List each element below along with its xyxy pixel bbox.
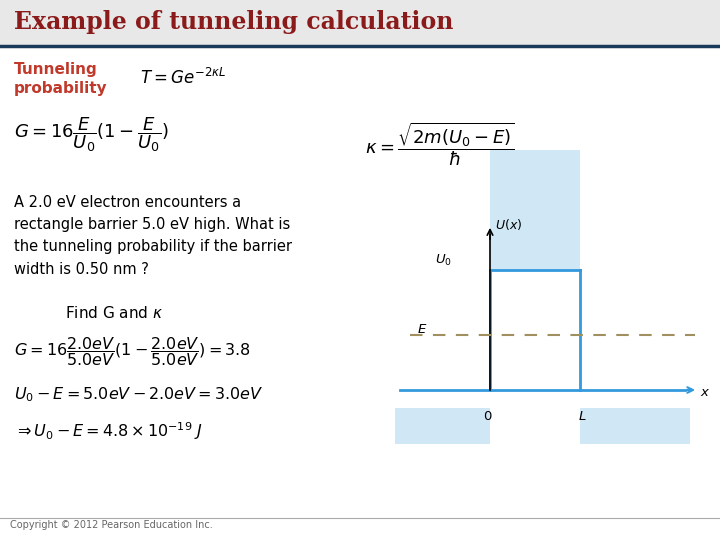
FancyBboxPatch shape — [0, 0, 720, 45]
Text: $\Rightarrow U_0 - E = 4.8 \times 10^{-19}\ J$: $\Rightarrow U_0 - E = 4.8 \times 10^{-1… — [14, 420, 203, 442]
Bar — [580, 408, 690, 444]
Text: Find G and $\kappa$: Find G and $\kappa$ — [65, 305, 163, 321]
Text: $U_0 - E = 5.0eV - 2.0eV = 3.0eV$: $U_0 - E = 5.0eV - 2.0eV = 3.0eV$ — [14, 385, 264, 404]
Text: $\kappa = \dfrac{\sqrt{2m(U_0 - E)}}{\hbar}$: $\kappa = \dfrac{\sqrt{2m(U_0 - E)}}{\hb… — [365, 120, 515, 168]
Text: $0$: $0$ — [483, 410, 492, 423]
Text: $T = Ge^{-2\kappa L}$: $T = Ge^{-2\kappa L}$ — [140, 68, 226, 88]
Bar — [490, 150, 580, 270]
Text: $G = 16\dfrac{2.0eV}{5.0eV}(1 - \dfrac{2.0eV}{5.0eV}) = 3.8$: $G = 16\dfrac{2.0eV}{5.0eV}(1 - \dfrac{2… — [14, 335, 251, 368]
Text: A 2.0 eV electron encounters a
rectangle barrier 5.0 eV high. What is
the tunnel: A 2.0 eV electron encounters a rectangle… — [14, 195, 292, 276]
Text: $E$: $E$ — [417, 323, 428, 336]
Text: $x$: $x$ — [700, 387, 711, 400]
Text: Tunneling
probability: Tunneling probability — [14, 62, 107, 96]
Text: $L$: $L$ — [577, 410, 586, 423]
Text: Copyright © 2012 Pearson Education Inc.: Copyright © 2012 Pearson Education Inc. — [10, 520, 212, 530]
Text: Example of tunneling calculation: Example of tunneling calculation — [14, 10, 454, 34]
Text: $U_0$: $U_0$ — [435, 253, 452, 268]
Bar — [395, 408, 490, 444]
Text: $U(x)$: $U(x)$ — [495, 217, 522, 232]
Text: $G = 16\dfrac{E}{U_0}(1 - \dfrac{E}{U_0})$: $G = 16\dfrac{E}{U_0}(1 - \dfrac{E}{U_0}… — [14, 115, 169, 154]
